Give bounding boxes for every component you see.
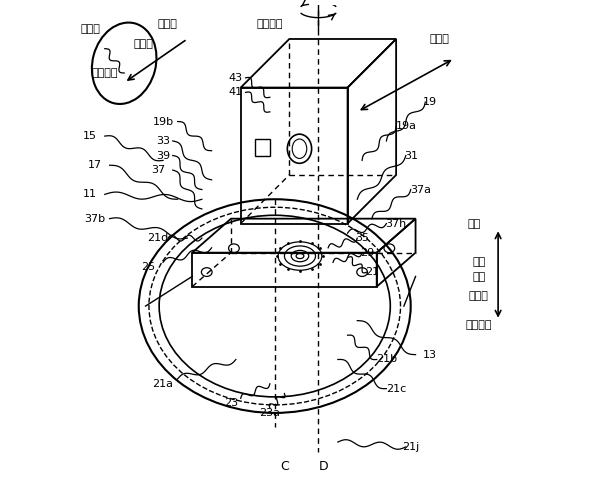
Text: 21: 21 [365, 267, 379, 277]
Text: 41: 41 [229, 88, 243, 97]
Text: 21c: 21c [386, 384, 406, 394]
Text: 29: 29 [360, 247, 374, 258]
Text: 方向: 方向 [472, 257, 486, 267]
Text: 被写体: 被写体 [80, 24, 100, 34]
Text: 23: 23 [224, 398, 238, 408]
Text: 37a: 37a [410, 184, 431, 194]
Text: 43: 43 [229, 73, 243, 83]
Text: （右）: （右） [469, 291, 489, 302]
Text: 17: 17 [88, 160, 102, 170]
Text: 21d: 21d [148, 233, 169, 243]
Text: 横方向: 横方向 [430, 34, 450, 44]
Text: 使用者側: 使用者側 [257, 19, 283, 30]
Text: 19b: 19b [152, 117, 173, 126]
Text: 37b: 37b [84, 214, 106, 224]
Text: 11: 11 [83, 189, 97, 199]
Text: 39: 39 [156, 151, 170, 160]
Text: （左）: （左） [134, 39, 154, 49]
Text: 縦方向: 縦方向 [158, 19, 178, 30]
Text: D: D [319, 460, 328, 473]
Text: 37h: 37h [386, 218, 407, 228]
Text: 21b: 21b [376, 355, 397, 365]
Text: 腕外方側: 腕外方側 [465, 320, 492, 331]
Bar [255, 139, 270, 155]
Text: 21a: 21a [152, 379, 173, 389]
Text: 13: 13 [423, 350, 437, 360]
Text: 21j: 21j [402, 442, 419, 452]
Text: 31: 31 [404, 151, 417, 160]
Text: C: C [280, 460, 289, 473]
Text: 23a: 23a [260, 408, 280, 418]
Text: 15: 15 [83, 131, 97, 141]
Text: 腕側: 腕側 [467, 218, 480, 228]
Text: 19a: 19a [395, 122, 416, 131]
Text: 37: 37 [151, 165, 165, 175]
Text: 厚さ: 厚さ [472, 272, 486, 282]
Text: 被写体側: 被写体側 [91, 68, 118, 78]
Text: 35: 35 [355, 233, 369, 243]
Text: 33: 33 [156, 136, 170, 146]
Text: 19: 19 [423, 97, 437, 107]
Text: 25: 25 [141, 262, 155, 272]
